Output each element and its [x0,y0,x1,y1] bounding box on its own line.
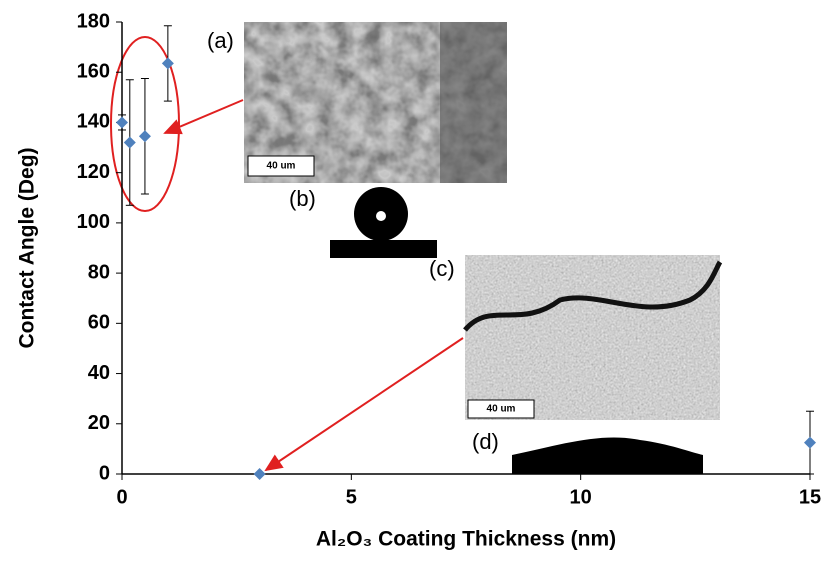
y-tick-label: 0 [99,462,110,484]
x-axis-label: Al₂O₃ Coating Thickness (nm) [316,528,616,551]
scale-label: 40 um [487,404,516,415]
sem-edge [440,22,507,183]
droplet-glint [376,211,386,221]
scale-label: 40 um [267,161,296,172]
x-tick-label: 5 [346,486,357,508]
arrow [165,100,243,133]
x-tick-label: 0 [116,486,127,508]
y-tick-label: 160 [77,61,110,83]
data-point [254,468,266,480]
data-point [116,116,128,128]
y-tick-label: 40 [88,362,110,384]
annotation: (d) [472,429,499,454]
y-tick-label: 120 [77,161,110,183]
x-tick-label: 15 [799,486,821,508]
annotation: (a) [207,28,234,53]
annotation: (c) [429,256,455,281]
flat-droplet [512,438,703,474]
annotation: (b) [289,186,316,211]
chart: (a) (b) (c) (d) 40 um 40 um Al₂O₃ Coatin… [0,0,827,561]
y-tick-label: 140 [77,111,110,133]
y-axis-label: Contact Angle (Deg) [16,147,39,348]
arrow [266,338,463,470]
data-point [124,137,136,149]
sem-image-c [465,255,720,420]
data-point [139,130,151,142]
y-tick-label: 20 [88,412,110,434]
data-point [804,437,816,449]
data-point [162,57,174,69]
insets [111,22,720,474]
y-tick-label: 180 [77,10,110,32]
y-tick-label: 60 [88,312,110,334]
substrate [330,240,437,258]
x-tick-label: 10 [570,486,592,508]
y-tick-label: 100 [77,211,110,233]
y-tick-label: 80 [88,261,110,283]
